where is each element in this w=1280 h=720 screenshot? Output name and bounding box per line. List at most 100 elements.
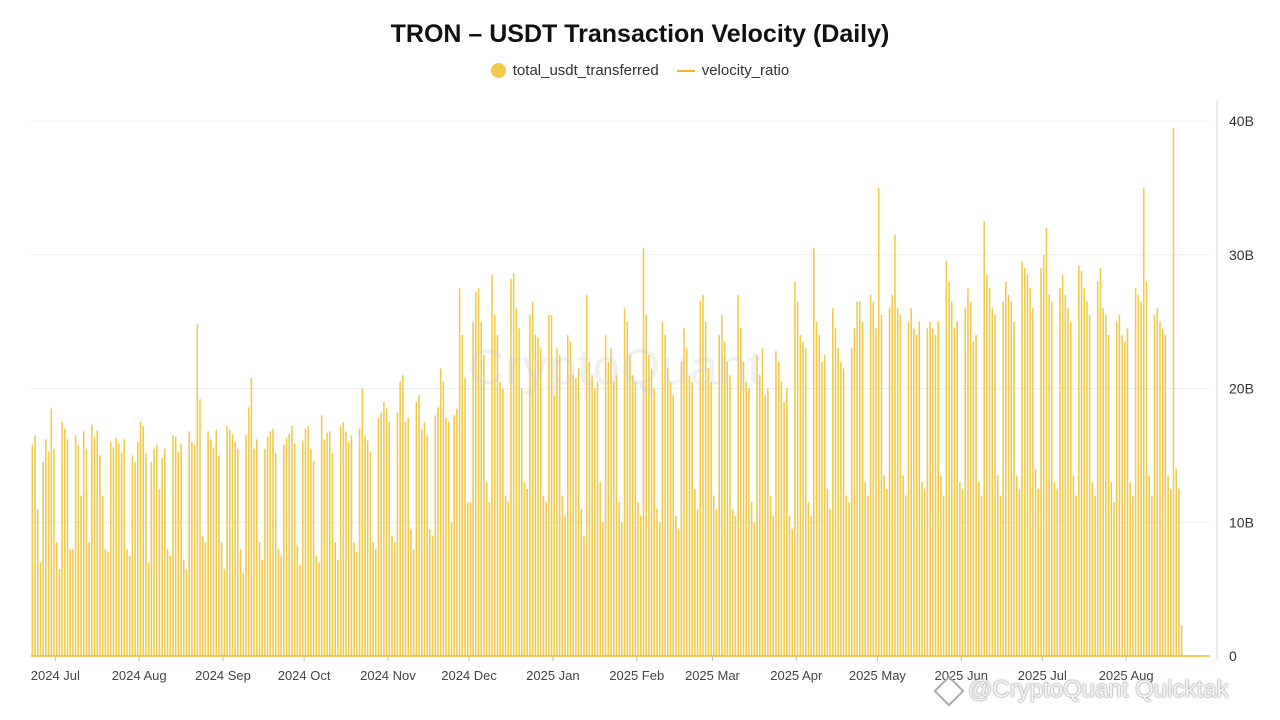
bar[interactable] (1013, 321, 1015, 657)
bar[interactable] (964, 308, 967, 656)
bar[interactable] (410, 528, 412, 656)
bar[interactable] (713, 495, 715, 657)
bar[interactable] (185, 569, 188, 656)
bar[interactable] (1113, 502, 1115, 656)
bar[interactable] (418, 395, 420, 656)
bar[interactable] (483, 355, 485, 656)
bar[interactable] (337, 559, 339, 656)
bar[interactable] (1083, 288, 1086, 656)
bar[interactable] (453, 415, 455, 656)
bar[interactable] (818, 335, 821, 656)
bar[interactable] (829, 508, 831, 657)
bar[interactable] (961, 488, 964, 656)
bar[interactable] (407, 417, 410, 656)
bar[interactable] (458, 288, 461, 656)
bar[interactable] (385, 408, 388, 656)
bar[interactable] (1142, 187, 1145, 657)
bar[interactable] (831, 308, 834, 656)
bar[interactable] (1137, 294, 1140, 657)
bar[interactable] (734, 515, 737, 656)
bar[interactable] (548, 314, 550, 656)
bar[interactable] (553, 395, 556, 656)
bar[interactable] (542, 495, 545, 657)
bar[interactable] (104, 549, 107, 656)
bar[interactable] (50, 408, 53, 656)
bar[interactable] (523, 482, 526, 657)
bar[interactable] (837, 348, 839, 657)
bar[interactable] (199, 399, 201, 656)
bar[interactable] (128, 555, 131, 656)
bar[interactable] (1072, 475, 1075, 656)
bar[interactable] (55, 542, 58, 656)
bar[interactable] (545, 502, 547, 656)
bar[interactable] (1051, 301, 1053, 656)
bar[interactable] (888, 308, 891, 656)
bar[interactable] (596, 381, 599, 656)
bar[interactable] (656, 508, 658, 657)
bar[interactable] (356, 551, 358, 656)
bar[interactable] (1064, 294, 1067, 657)
bar[interactable] (1056, 488, 1058, 656)
bar[interactable] (940, 475, 942, 656)
bar[interactable] (137, 442, 139, 656)
bar[interactable] (558, 355, 561, 656)
bar[interactable] (504, 495, 507, 657)
bar[interactable] (164, 448, 166, 656)
bar[interactable] (412, 549, 415, 656)
bar[interactable] (531, 301, 534, 656)
bar[interactable] (821, 361, 823, 656)
bar[interactable] (1096, 281, 1099, 657)
bar[interactable] (496, 335, 499, 656)
bar[interactable] (223, 569, 226, 656)
bar[interactable] (215, 429, 218, 656)
bar[interactable] (269, 431, 272, 656)
bar[interactable] (1124, 341, 1126, 656)
bar[interactable] (796, 301, 799, 656)
bar[interactable] (239, 549, 242, 656)
bar[interactable] (1159, 321, 1161, 657)
bar[interactable] (193, 444, 196, 656)
bar[interactable] (115, 437, 117, 656)
bar[interactable] (1099, 268, 1102, 657)
legend-item-total-usdt[interactable]: total_usdt_transferred (490, 62, 659, 79)
bar[interactable] (72, 549, 74, 656)
bar[interactable] (529, 314, 531, 656)
bar[interactable] (169, 555, 172, 656)
bar[interactable] (107, 551, 109, 656)
bar[interactable] (1126, 328, 1129, 656)
bar[interactable] (1121, 335, 1123, 656)
bar[interactable] (112, 447, 115, 656)
bar[interactable] (915, 335, 918, 656)
bar[interactable] (907, 321, 910, 657)
bar[interactable] (769, 495, 772, 657)
bar[interactable] (82, 431, 85, 656)
bar[interactable] (669, 381, 672, 656)
bar[interactable] (761, 348, 764, 657)
bar[interactable] (391, 535, 393, 657)
bar[interactable] (207, 431, 209, 656)
bar[interactable] (188, 431, 190, 656)
bar[interactable] (610, 348, 612, 657)
bar[interactable] (810, 515, 812, 656)
bar[interactable] (499, 381, 501, 656)
bar[interactable] (34, 435, 36, 656)
bar[interactable] (1015, 475, 1018, 656)
bar[interactable] (47, 451, 50, 656)
bar[interactable] (756, 355, 758, 656)
bar[interactable] (575, 377, 577, 656)
bar[interactable] (174, 436, 177, 656)
bar[interactable] (623, 308, 626, 656)
bar[interactable] (272, 428, 274, 657)
bar[interactable] (123, 439, 126, 656)
bar[interactable] (261, 559, 263, 656)
bar[interactable] (242, 573, 245, 656)
bar[interactable] (323, 439, 326, 656)
bar[interactable] (569, 341, 572, 656)
bar[interactable] (283, 444, 285, 656)
bar[interactable] (237, 448, 239, 656)
bar[interactable] (853, 328, 856, 656)
bar[interactable] (93, 436, 96, 656)
bar[interactable] (675, 515, 677, 656)
bar[interactable] (877, 187, 880, 657)
bar[interactable] (1102, 308, 1104, 656)
